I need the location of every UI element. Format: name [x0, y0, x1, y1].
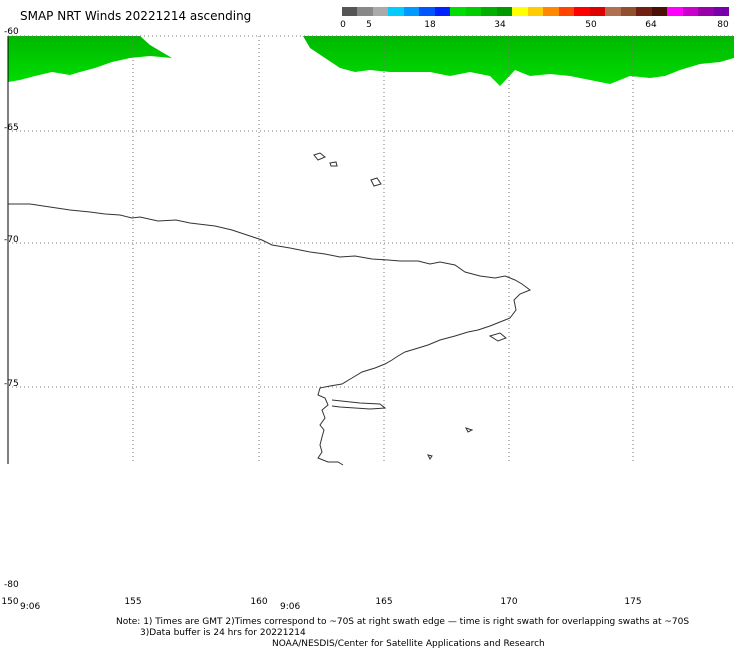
- colorbar-label: 50: [585, 20, 597, 30]
- colorbar-label: 18: [424, 20, 436, 30]
- coastline-main: [8, 203, 532, 466]
- lon-label: 155: [124, 597, 142, 607]
- colorbar-swatch: [589, 7, 606, 16]
- colorbar-swatch: [388, 7, 404, 16]
- island-5: [427, 454, 433, 460]
- swath-time-label: 9:06: [280, 602, 301, 612]
- cape-adare: [488, 332, 507, 342]
- lon-label: 165: [375, 597, 393, 607]
- lon-label: 160: [250, 597, 268, 607]
- colorbar-swatch: [450, 7, 466, 16]
- colorbar-swatch: [713, 7, 730, 16]
- colorbar-swatch: [698, 7, 714, 16]
- wind-swath-right: [303, 36, 734, 86]
- lon-label: 150: [1, 597, 19, 607]
- colorbar-swatch: [636, 7, 652, 16]
- colorbar-swatch: [357, 7, 373, 16]
- colorbar-swatch: [342, 7, 358, 16]
- colorbar-swatch: [481, 7, 497, 16]
- island-1: [313, 152, 326, 161]
- lon-label: 175: [624, 597, 642, 607]
- colorbar-swatch: [667, 7, 683, 16]
- colorbar-swatch: [419, 7, 435, 16]
- colorbar-swatch: [403, 7, 420, 16]
- colorbar-swatch: [512, 7, 528, 16]
- map-title: SMAP NRT Winds 20221214 ascending: [20, 9, 252, 23]
- wind-speed-colorbar: [342, 7, 730, 16]
- colorbar-swatch: [543, 7, 559, 16]
- colorbar-swatch: [558, 7, 575, 16]
- colorbar-label: 34: [494, 20, 506, 30]
- lat-label: -60: [4, 27, 19, 37]
- wind-swath-left: [8, 36, 172, 82]
- colorbar-swatch: [651, 7, 668, 16]
- colorbar-swatch: [496, 7, 513, 16]
- colorbar-swatch: [620, 7, 637, 16]
- colorbar-swatch: [434, 7, 451, 16]
- colorbar-label: 0: [340, 20, 346, 30]
- colorbar-swatch: [605, 7, 621, 16]
- colorbar-swatch: [527, 7, 544, 16]
- coastline: [8, 152, 532, 466]
- lat-label: -75: [4, 379, 19, 389]
- colorbar-label: 64: [645, 20, 657, 30]
- island-2: [329, 161, 338, 167]
- lat-label: -80: [4, 580, 19, 590]
- colorbar-swatch: [465, 7, 482, 16]
- island-3: [370, 177, 382, 187]
- note-line-3: NOAA/NESDIS/Center for Satellite Applica…: [272, 639, 545, 649]
- lat-label: -65: [4, 123, 19, 133]
- lat-label: -70: [4, 235, 19, 245]
- graticule: [8, 35, 734, 464]
- island-4: [465, 427, 474, 433]
- swath-time-label: 9:06: [20, 602, 41, 612]
- colorbar-label: 80: [717, 20, 729, 30]
- ross-ice-edge: [331, 399, 387, 410]
- lon-label: 170: [500, 597, 518, 607]
- note-line-2: 3)Data buffer is 24 hrs for 20221214: [140, 628, 306, 638]
- colorbar-swatch: [372, 7, 389, 16]
- colorbar-label: 5: [366, 20, 372, 30]
- colorbar-swatch: [574, 7, 590, 16]
- colorbar-swatch: [682, 7, 699, 16]
- note-line-1: Note: 1) Times are GMT 2)Times correspon…: [116, 617, 690, 627]
